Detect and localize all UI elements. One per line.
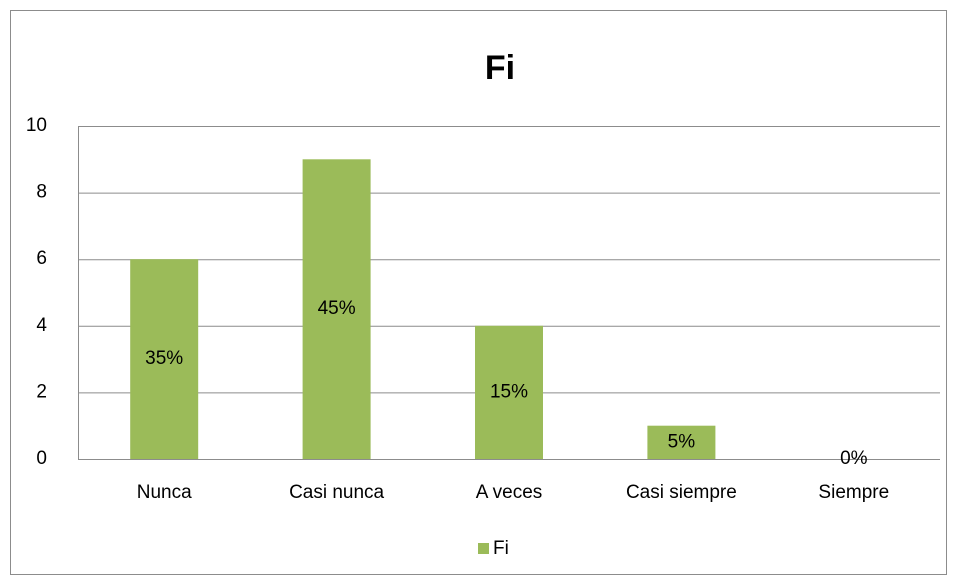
bar xyxy=(302,159,371,460)
x-tick-label: Casi nunca xyxy=(289,482,384,503)
x-tick-label: Casi siempre xyxy=(626,482,737,503)
data-label: 0% xyxy=(840,448,868,469)
data-label: 45% xyxy=(318,298,356,319)
legend-label: Fi xyxy=(493,538,509,559)
bar xyxy=(475,325,543,459)
data-label: 35% xyxy=(145,348,183,369)
y-tick-label: 0 xyxy=(36,448,47,469)
bar xyxy=(130,259,199,459)
x-tick-label: A veces xyxy=(476,482,543,503)
chart-title: Fi xyxy=(485,49,515,87)
x-tick-label: Nunca xyxy=(137,482,192,503)
legend-swatch xyxy=(478,543,489,554)
data-label: 15% xyxy=(490,381,528,402)
y-tick-label: 2 xyxy=(36,381,47,402)
bar xyxy=(647,425,716,459)
y-tick-label: 8 xyxy=(36,182,47,203)
y-tick-label: 4 xyxy=(36,315,47,336)
y-tick-label: 6 xyxy=(36,248,47,269)
data-label: 5% xyxy=(668,431,696,452)
y-tick-label: 10 xyxy=(26,115,47,136)
x-tick-label: Siempre xyxy=(818,482,889,503)
